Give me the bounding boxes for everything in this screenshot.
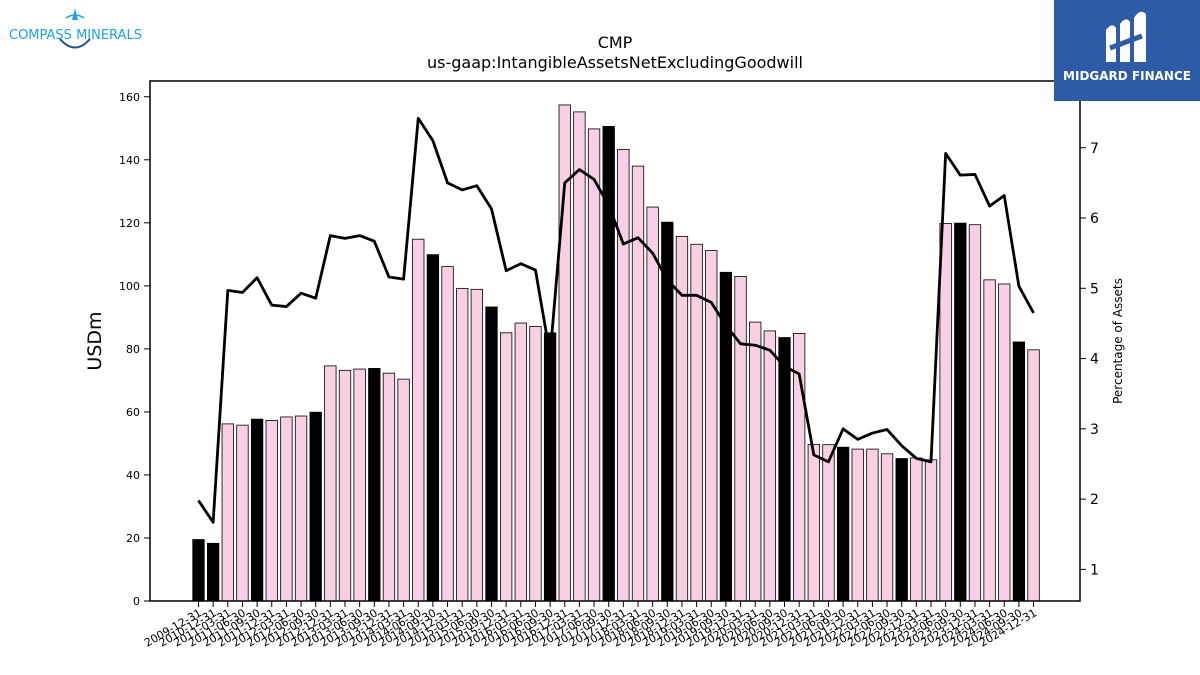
bar bbox=[749, 321, 762, 602]
bar bbox=[822, 444, 835, 602]
bar bbox=[280, 416, 293, 602]
bar bbox=[441, 266, 454, 602]
bar bbox=[1012, 341, 1026, 602]
bar bbox=[631, 165, 645, 602]
bar bbox=[485, 306, 498, 602]
bar bbox=[426, 254, 440, 602]
y-tick-label: 80 bbox=[126, 343, 140, 356]
bar bbox=[499, 332, 513, 602]
bar bbox=[221, 423, 234, 602]
percentage-line bbox=[197, 116, 1035, 524]
bar bbox=[763, 330, 776, 602]
right-axis: 1 2 3 4 5 6 7 bbox=[1080, 141, 1099, 578]
bar bbox=[543, 332, 557, 602]
bar bbox=[910, 457, 923, 602]
bar bbox=[836, 446, 850, 602]
bar bbox=[324, 365, 337, 602]
bar bbox=[265, 420, 278, 602]
bar bbox=[968, 224, 982, 602]
y2-tick-label: 6 bbox=[1090, 211, 1099, 227]
bar bbox=[294, 415, 308, 602]
y-tick-label: 120 bbox=[119, 217, 140, 230]
bar bbox=[192, 539, 205, 602]
y-tick-label: 140 bbox=[119, 154, 140, 167]
y2-axis-label: Percentage of Assets bbox=[1111, 278, 1125, 404]
bar bbox=[338, 369, 352, 602]
y-tick-label: 20 bbox=[126, 532, 140, 545]
bar bbox=[778, 337, 791, 602]
y2-tick-label: 5 bbox=[1090, 281, 1099, 297]
bar bbox=[866, 448, 879, 602]
bar bbox=[617, 148, 630, 602]
bar bbox=[456, 287, 469, 602]
bar bbox=[939, 223, 952, 602]
bar bbox=[587, 128, 601, 602]
bar bbox=[206, 542, 220, 602]
bars-layer bbox=[192, 104, 1040, 602]
bar bbox=[646, 206, 659, 602]
bar bbox=[924, 459, 938, 602]
x-axis: 2009-12-312010-12-312011-03-312011-06-30… bbox=[142, 601, 1039, 650]
y2-tick-label: 7 bbox=[1090, 141, 1099, 157]
right-logo-text: MIDGARD FINANCE bbox=[1063, 69, 1191, 83]
midgard-icon bbox=[1106, 11, 1146, 62]
y2-tick-label: 3 bbox=[1090, 422, 1099, 438]
bar bbox=[880, 453, 894, 602]
y2-tick-label: 4 bbox=[1090, 352, 1099, 368]
midgard-finance-logo: MIDGARD FINANCE bbox=[1054, 0, 1200, 101]
compass-icon bbox=[59, 8, 91, 49]
bar bbox=[1027, 349, 1040, 602]
bar bbox=[382, 372, 396, 602]
bar bbox=[529, 326, 542, 602]
bar bbox=[998, 283, 1011, 602]
bar bbox=[807, 443, 820, 602]
chart-subtitle: us-gaap:IntangibleAssetsNetExcludingGood… bbox=[427, 53, 803, 72]
compass-minerals-logo: COMPASS MINERALS bbox=[4, 4, 154, 54]
bar bbox=[397, 378, 410, 602]
bar bbox=[895, 458, 908, 602]
plot-frame bbox=[149, 80, 1081, 602]
bar bbox=[983, 279, 996, 602]
y-axis-label: USDm bbox=[84, 311, 106, 370]
bar bbox=[734, 275, 747, 602]
bar bbox=[250, 418, 264, 602]
bar bbox=[236, 424, 249, 602]
y-tick-label: 100 bbox=[119, 280, 140, 293]
bar bbox=[412, 238, 425, 602]
left-logo-text: COMPASS MINERALS bbox=[9, 28, 142, 43]
bar bbox=[514, 322, 527, 602]
y2-tick-label: 1 bbox=[1090, 562, 1099, 578]
bar bbox=[353, 368, 366, 602]
bar bbox=[368, 368, 381, 602]
chart-title: CMP bbox=[598, 33, 633, 52]
bar bbox=[309, 411, 322, 602]
y-tick-label: 60 bbox=[126, 406, 140, 419]
y-tick-label: 160 bbox=[119, 91, 140, 104]
bar bbox=[954, 222, 967, 602]
left-axis: 0 20 40 60 80 100 120 140 160 bbox=[119, 91, 150, 608]
y2-tick-label: 2 bbox=[1090, 492, 1099, 508]
line-layer bbox=[197, 116, 1035, 524]
bar bbox=[470, 288, 484, 602]
bar bbox=[573, 111, 586, 602]
y-tick-label: 40 bbox=[126, 469, 140, 482]
y-tick-label: 0 bbox=[133, 595, 140, 608]
bar bbox=[851, 448, 864, 602]
